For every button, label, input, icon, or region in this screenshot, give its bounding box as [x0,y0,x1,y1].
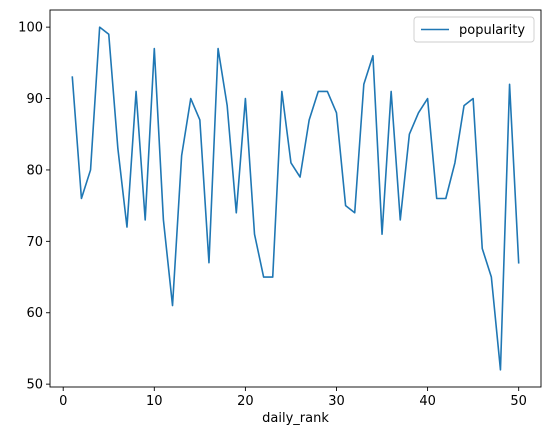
y-tick-label: 60 [26,306,43,321]
legend-box [413,16,535,43]
axes-frame [49,9,542,388]
series-layer [71,26,520,371]
x-tick-label: 0 [59,394,67,409]
x-tick-label: 50 [510,394,527,409]
y-axis: 50 60 70 80 90 100 [18,21,50,393]
x-tick-label: 10 [146,394,163,409]
y-tick-label: 70 [26,235,43,250]
y-tick-label: 100 [18,21,43,36]
y-tick-label: 80 [26,163,43,178]
axes-spines [49,9,542,388]
legend: popularity [413,16,535,43]
y-tick-label: 50 [26,378,43,393]
legend-label: popularity [459,23,525,38]
x-axis-label: daily_rank [262,411,329,426]
x-tick-label: 30 [328,394,345,409]
x-tick-label: 40 [419,394,436,409]
series-line-popularity [71,26,520,371]
x-tick-label: 20 [237,394,254,409]
plot-area [50,10,541,387]
x-axis: 0 10 20 30 40 50 [59,387,527,409]
y-tick-label: 90 [26,92,43,107]
